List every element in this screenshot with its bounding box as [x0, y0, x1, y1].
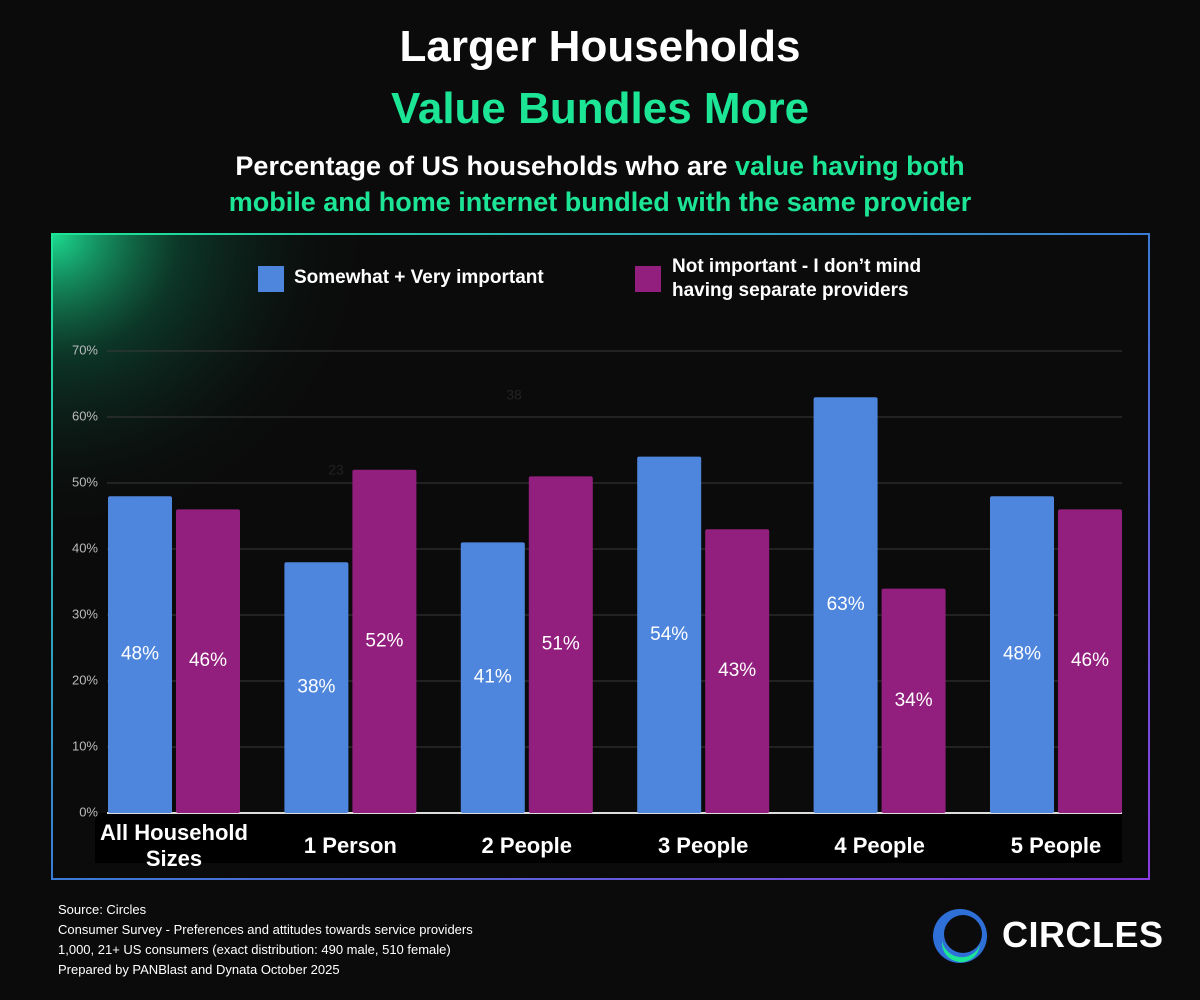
title: Larger Households	[399, 22, 801, 71]
value-label: 43%	[718, 660, 756, 681]
value-label: 63%	[827, 594, 865, 615]
x-tick-label: 1 Person	[303, 833, 397, 858]
legend-swatch	[635, 266, 661, 292]
bar	[108, 496, 172, 813]
y-tick-label: 60%	[72, 408, 98, 423]
y-tick-label: 50%	[72, 474, 98, 489]
value-label: 46%	[1071, 650, 1109, 671]
value-label: 46%	[189, 650, 227, 671]
subtitle-text: Percentage of US households who are	[235, 151, 736, 181]
footer: Source: Circles Consumer Survey - Prefere…	[58, 900, 473, 980]
bar	[1058, 509, 1122, 813]
y-tick-label: 40%	[72, 540, 98, 555]
bar	[813, 397, 878, 813]
value-label: 48%	[1003, 644, 1041, 665]
x-tick-label: 4 People	[834, 833, 925, 858]
bar	[352, 469, 417, 813]
footer-line: Consumer Survey - Preferences and attitu…	[58, 922, 473, 937]
y-tick-label: 10%	[72, 738, 98, 753]
annotation: 38	[506, 387, 522, 403]
value-label: 34%	[895, 690, 933, 711]
bar	[284, 562, 349, 813]
bar	[176, 509, 240, 813]
value-label: 41%	[474, 667, 512, 688]
annotation: 23	[328, 462, 344, 478]
footer-line: 1,000, 21+ US consumers (exact distribut…	[58, 942, 451, 957]
value-label: 52%	[365, 630, 403, 651]
x-tick-label: 3 People	[657, 833, 749, 858]
x-tick-label: All Household Sizes	[100, 820, 248, 871]
footer-line: Prepared by PANBlast and Dynata October …	[58, 962, 340, 977]
y-tick-label: 0%	[79, 804, 98, 819]
y-tick-label: 70%	[72, 342, 98, 357]
subtitle: Percentage of US households who are valu…	[200, 148, 1000, 220]
legend-label: Not important - I don’t mind having sepa…	[672, 256, 922, 301]
bar	[990, 496, 1054, 813]
footer-line: Source: Circles	[58, 902, 147, 917]
subtitle-highlight: value having both mobile and home intern…	[228, 151, 972, 217]
logo-icon	[933, 909, 987, 963]
y-tick-label: 30%	[72, 606, 98, 621]
x-axis-band	[95, 813, 1122, 863]
value-label: 38%	[297, 677, 335, 698]
title-highlight: Value Bundles More	[390, 84, 810, 133]
x-tick-label: 2 People	[481, 833, 573, 858]
value-label: 54%	[650, 624, 688, 645]
y-tick-label: 20%	[72, 672, 98, 687]
bar	[705, 529, 770, 813]
legend-swatch	[258, 266, 284, 292]
bar	[460, 542, 525, 813]
bar	[881, 588, 946, 813]
bar	[637, 456, 702, 813]
bar	[528, 476, 593, 813]
x-tick-label: 5 People	[1010, 833, 1102, 858]
glow	[53, 235, 373, 535]
logo: CIRCLES	[1002, 914, 1164, 955]
legend-label: Somewhat + Very important	[294, 267, 544, 288]
value-label: 48%	[121, 644, 159, 665]
value-label: 51%	[542, 634, 580, 655]
